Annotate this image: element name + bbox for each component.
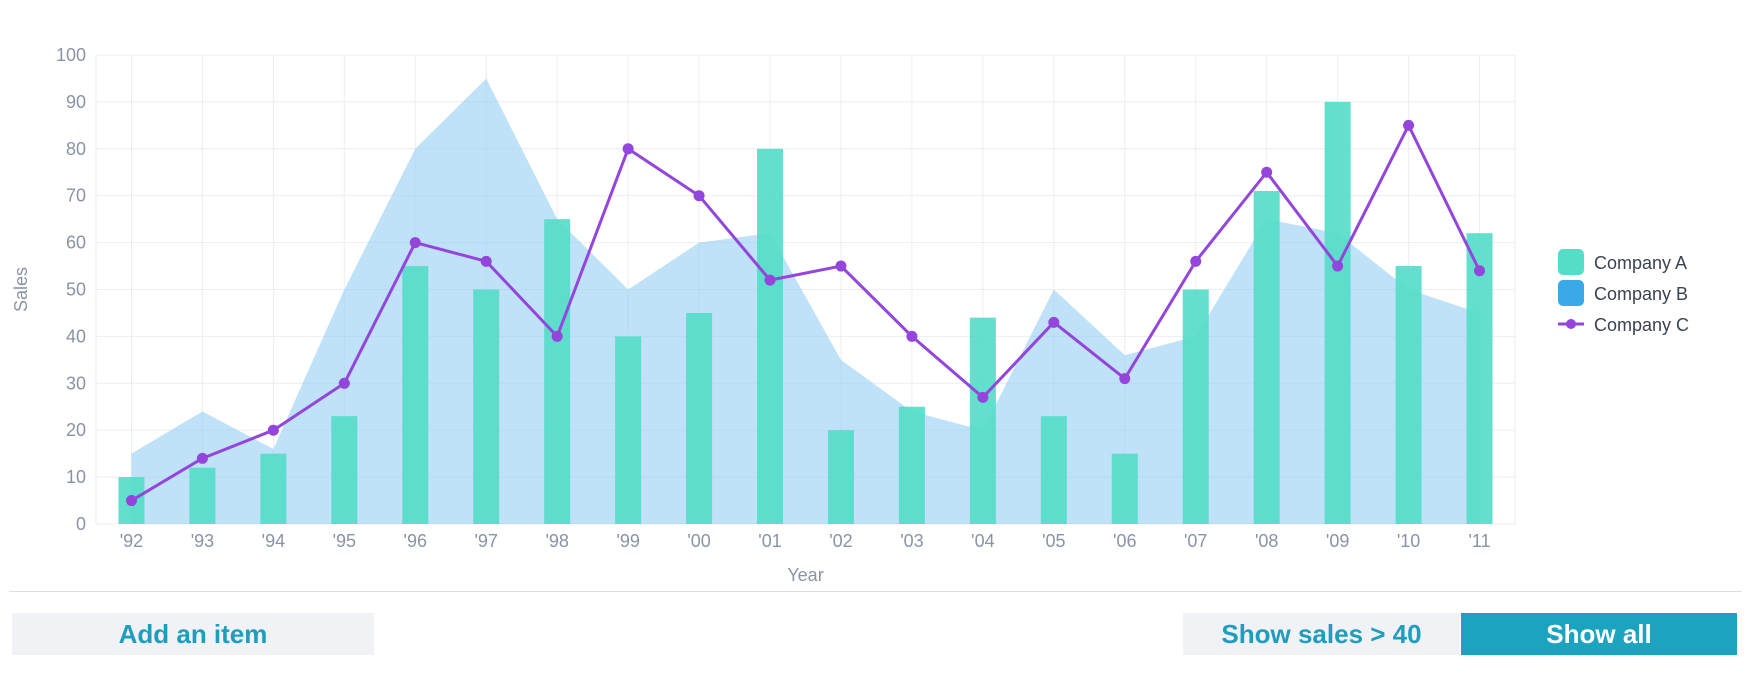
company-a-bar	[402, 266, 429, 524]
company-a-bar	[544, 219, 571, 524]
legend-swatch-company-c-point	[1566, 319, 1576, 329]
company-c-point	[1403, 119, 1415, 131]
company-c-point	[1261, 166, 1273, 178]
divider	[9, 591, 1742, 592]
x-tick-label: '99	[616, 531, 639, 551]
x-tick-label: '93	[191, 531, 214, 551]
x-tick-label: '92	[120, 531, 143, 551]
company-c-point	[906, 330, 918, 342]
x-tick-label: '08	[1255, 531, 1278, 551]
company-c-line	[130, 123, 1481, 502]
y-tick-label: 90	[66, 92, 86, 112]
y-tick-label: 30	[66, 373, 86, 393]
company-a-bar-layer	[118, 101, 1493, 525]
company-b-area-layer	[131, 78, 1480, 524]
company-c-point	[196, 452, 208, 464]
company-c-point	[125, 495, 137, 507]
x-tick-label: '97	[474, 531, 497, 551]
x-axis-title: Year	[787, 565, 823, 585]
company-c-point	[1190, 255, 1202, 267]
company-a-bar	[473, 289, 500, 524]
y-tick-label: 40	[66, 326, 86, 346]
add-item-button[interactable]: Add an item	[12, 613, 374, 655]
x-tick-label: '04	[971, 531, 994, 551]
y-axis-title: Sales	[11, 267, 31, 312]
company-c-point	[835, 260, 847, 272]
company-c-point	[1474, 265, 1486, 277]
y-tick-label: 100	[56, 45, 86, 65]
y-tick-label: 50	[66, 280, 86, 300]
company-a-bar	[1253, 191, 1280, 524]
company-c-point	[693, 190, 705, 202]
company-c-point	[267, 424, 279, 436]
company-a-bar	[827, 430, 854, 524]
show-sales-over-40-button[interactable]: Show sales > 40	[1183, 613, 1460, 655]
company-c-point	[622, 143, 634, 155]
x-tick-label: '07	[1184, 531, 1207, 551]
x-tick-label: '05	[1042, 531, 1065, 551]
chart-legend: Company A Company B Company C	[1558, 249, 1689, 335]
company-a-bar	[969, 317, 996, 524]
x-tick-label: '06	[1113, 531, 1136, 551]
legend-label-company-c: Company C	[1594, 315, 1689, 335]
legend-label-company-b: Company B	[1594, 284, 1688, 304]
company-c-point	[409, 237, 421, 249]
company-a-bar	[1324, 101, 1351, 525]
company-a-bar	[686, 312, 713, 524]
show-all-button[interactable]: Show all	[1461, 613, 1737, 655]
legend-label-company-a: Company A	[1594, 253, 1687, 273]
company-a-bar	[1182, 289, 1209, 524]
company-c-point	[977, 391, 989, 403]
sales-chart: 0 10 20 30 40 50 60 70 80 90 100 '92 '93 '94 '95 '96 '97…	[11, 45, 1689, 585]
company-a-bar	[898, 406, 925, 524]
company-c-point	[764, 274, 776, 286]
company-a-bar	[189, 467, 216, 524]
company-c-point	[1119, 373, 1131, 385]
x-tick-label: '94	[262, 531, 285, 551]
y-tick-label: 0	[76, 514, 86, 534]
x-tick-label: '09	[1326, 531, 1349, 551]
company-c-point	[480, 255, 492, 267]
company-b-area	[131, 78, 1480, 524]
y-tick-label: 70	[66, 186, 86, 206]
x-tick-label: '02	[829, 531, 852, 551]
x-tick-label: '01	[758, 531, 781, 551]
chart-axes: 0 10 20 30 40 50 60 70 80 90 100 '92 '93 '94 '95 '96 '97…	[56, 45, 1491, 551]
x-tick-label: '10	[1397, 531, 1420, 551]
company-c-line-layer	[125, 119, 1486, 507]
company-a-bar	[615, 336, 642, 524]
company-a-bar	[1466, 233, 1493, 524]
legend-swatch-company-b	[1558, 280, 1584, 306]
y-tick-label: 20	[66, 420, 86, 440]
y-tick-label: 10	[66, 467, 86, 487]
company-a-bar	[757, 148, 784, 525]
company-a-bar	[260, 453, 287, 524]
company-c-point	[1048, 316, 1060, 328]
company-a-bar	[1395, 266, 1422, 524]
legend-swatch-company-a	[1558, 249, 1584, 275]
company-a-bar	[331, 416, 358, 524]
x-tick-label: '96	[404, 531, 427, 551]
x-tick-label: '11	[1468, 531, 1490, 551]
x-tick-label: '03	[900, 531, 923, 551]
x-tick-label: '00	[687, 531, 710, 551]
y-tick-label: 80	[66, 139, 86, 159]
company-c-point	[1332, 260, 1344, 272]
y-tick-label: 60	[66, 233, 86, 253]
x-tick-label: '95	[333, 531, 356, 551]
company-c-point	[551, 330, 563, 342]
company-a-bar	[1111, 453, 1138, 524]
x-tick-label: '98	[545, 531, 568, 551]
company-c-point	[338, 377, 350, 389]
company-a-bar	[1040, 416, 1067, 524]
